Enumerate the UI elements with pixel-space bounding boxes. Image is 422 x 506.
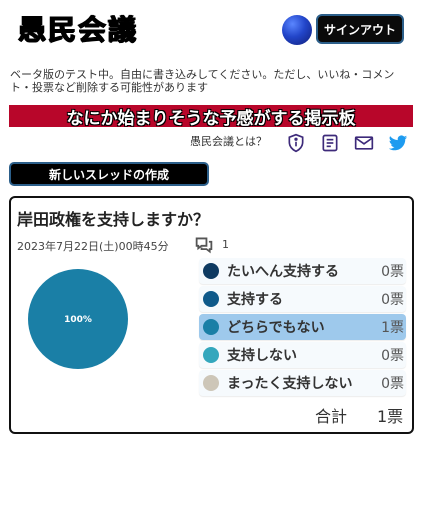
option-color-dot <box>203 263 219 279</box>
vote-option[interactable]: まったく支持しない 0票 <box>199 370 406 396</box>
option-color-dot <box>203 375 219 391</box>
option-color-dot <box>203 319 219 335</box>
site-banner: なにか始まりそうな予感がする掲示板 <box>9 105 413 127</box>
option-label: どちらでもない <box>227 320 325 336</box>
document-icon[interactable] <box>320 133 340 153</box>
option-votes: 0票 <box>381 376 404 392</box>
thread-title[interactable]: 岸田政権を支持しますか？ <box>17 210 210 229</box>
vote-options: たいへん支持する 0票 支持する 0票 どちらでもない 1票 支持しない 0票 まったく支持しな… <box>199 258 406 398</box>
new-thread-button[interactable]: 新しいスレッドの作成 <box>9 162 209 186</box>
signout-button[interactable]: サインアウト <box>316 14 404 44</box>
option-votes: 1票 <box>381 320 404 336</box>
total-label: 合計 <box>315 407 348 426</box>
user-avatar[interactable] <box>282 15 312 45</box>
about-link[interactable]: 愚民会議とは？ <box>190 135 267 148</box>
thread-card[interactable]: 岸田政権を支持しますか？ 2023年7月22日(土)00時45分 1 100% … <box>9 196 414 434</box>
vote-option[interactable]: どちらでもない 1票 <box>199 314 406 340</box>
pie-slice <box>28 269 128 369</box>
option-label: 支持する <box>227 292 283 308</box>
option-color-dot <box>203 291 219 307</box>
option-votes: 0票 <box>381 348 404 364</box>
pie-percent-label: 100% <box>64 315 92 325</box>
option-label: たいへん支持する <box>227 264 339 280</box>
vote-option[interactable]: 支持する 0票 <box>199 286 406 312</box>
option-votes: 0票 <box>381 264 404 280</box>
comment-count: 1 <box>222 238 229 251</box>
vote-option[interactable]: 支持しない 0票 <box>199 342 406 368</box>
vote-option[interactable]: たいへん支持する 0票 <box>199 258 406 284</box>
thread-date: 2023年7月22日(土)00時45分 <box>17 240 169 253</box>
option-label: 支持しない <box>227 348 297 364</box>
comment-icon[interactable] <box>194 236 214 254</box>
option-label: まったく支持しない <box>227 376 353 392</box>
site-logo[interactable]: 愚民会議 <box>18 13 139 46</box>
vote-pie-chart: 100% <box>28 269 128 369</box>
beta-notice: ベータ版のテスト中。自由に書き込みしてください。ただし、いいね・コメント・投票な… <box>10 68 395 94</box>
info-shield-icon[interactable] <box>286 133 306 153</box>
mail-icon[interactable] <box>354 133 374 153</box>
twitter-icon[interactable] <box>388 133 408 153</box>
option-color-dot <box>203 347 219 363</box>
total-value: 1票 <box>377 407 404 426</box>
option-votes: 0票 <box>381 292 404 308</box>
